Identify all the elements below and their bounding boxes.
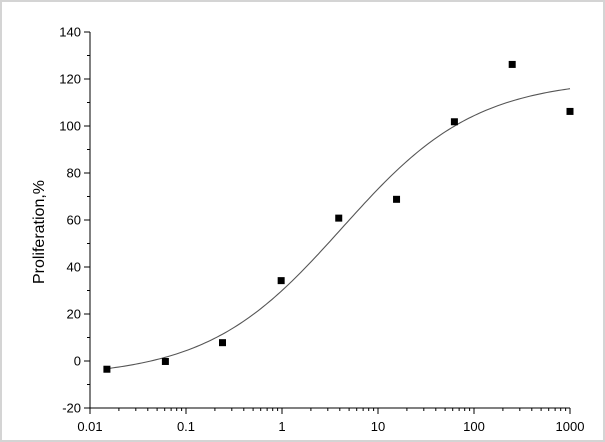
y-axis-title: Proliferation,% (31, 180, 48, 284)
fit-curve (106, 88, 571, 370)
y-tick-label: 140 (59, 25, 81, 40)
data-point (277, 277, 285, 285)
y-tick-label: 120 (59, 72, 81, 87)
y-tick-label: 60 (67, 213, 81, 228)
y-tick-label: -20 (62, 401, 81, 416)
y-ticks: -20 0 20 40 60 80 100 120 140 (59, 25, 90, 416)
y-tick-label: 80 (67, 166, 81, 181)
y-tick-label: 20 (67, 307, 81, 322)
x-tick-label: 0.1 (177, 419, 195, 434)
data-point (103, 365, 111, 373)
y-tick-label: 40 (67, 260, 81, 275)
data-point (219, 339, 227, 347)
data-point (566, 107, 574, 115)
x-tick-label: 1 (278, 419, 285, 434)
x-ticks: 0.01 0.1 1 10 100 1000 (77, 408, 584, 434)
data-point (161, 357, 169, 365)
data-point (335, 214, 343, 222)
data-point (393, 195, 401, 203)
data-points (103, 60, 574, 373)
x-tick-label: 10 (371, 419, 385, 434)
plot-area (89, 32, 570, 409)
x-tick-label: 0.01 (77, 419, 102, 434)
x-tick-label: 1000 (556, 419, 585, 434)
y-tick-label: 0 (74, 354, 81, 369)
data-point (450, 118, 458, 126)
data-point (508, 60, 516, 68)
fit-curve-layer (106, 88, 571, 370)
y-tick-label: 100 (59, 119, 81, 134)
x-tick-label: 100 (463, 419, 485, 434)
